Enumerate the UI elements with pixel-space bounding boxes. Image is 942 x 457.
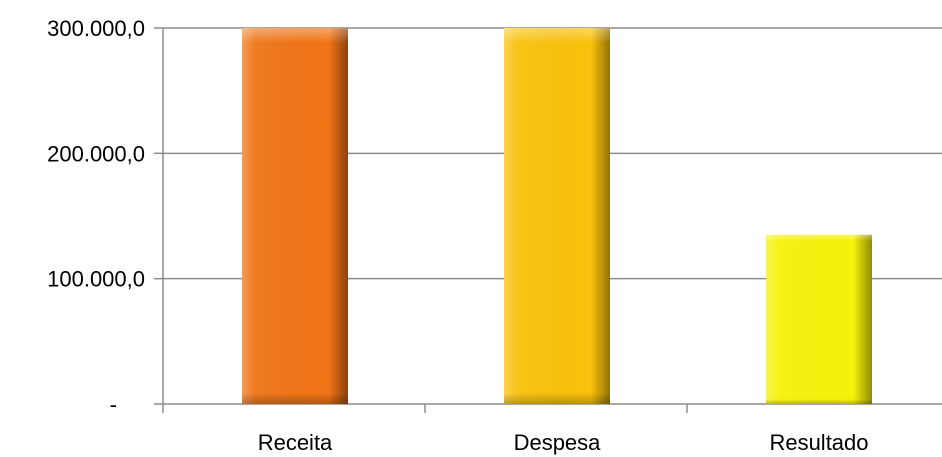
bar-despesa: [504, 28, 610, 404]
category-label-receita: Receita: [258, 430, 333, 455]
bar-receita: [242, 28, 348, 404]
bar-resultado: [766, 234, 872, 404]
category-label-despesa: Despesa: [514, 430, 602, 455]
y-tick-label: 200.000,0: [47, 141, 145, 166]
category-label-resultado: Resultado: [769, 430, 868, 455]
x-ticks: [162, 404, 688, 413]
y-tick-label: 300.000,0: [47, 16, 145, 41]
y-tick-label: 100.000,0: [47, 267, 145, 292]
y-ticks: - 100.000,0 200.000,0 300.000,0: [47, 16, 163, 417]
y-tick-label: -: [110, 392, 117, 417]
category-labels: Receita Despesa Resultado: [258, 430, 869, 455]
bars: [242, 28, 872, 404]
